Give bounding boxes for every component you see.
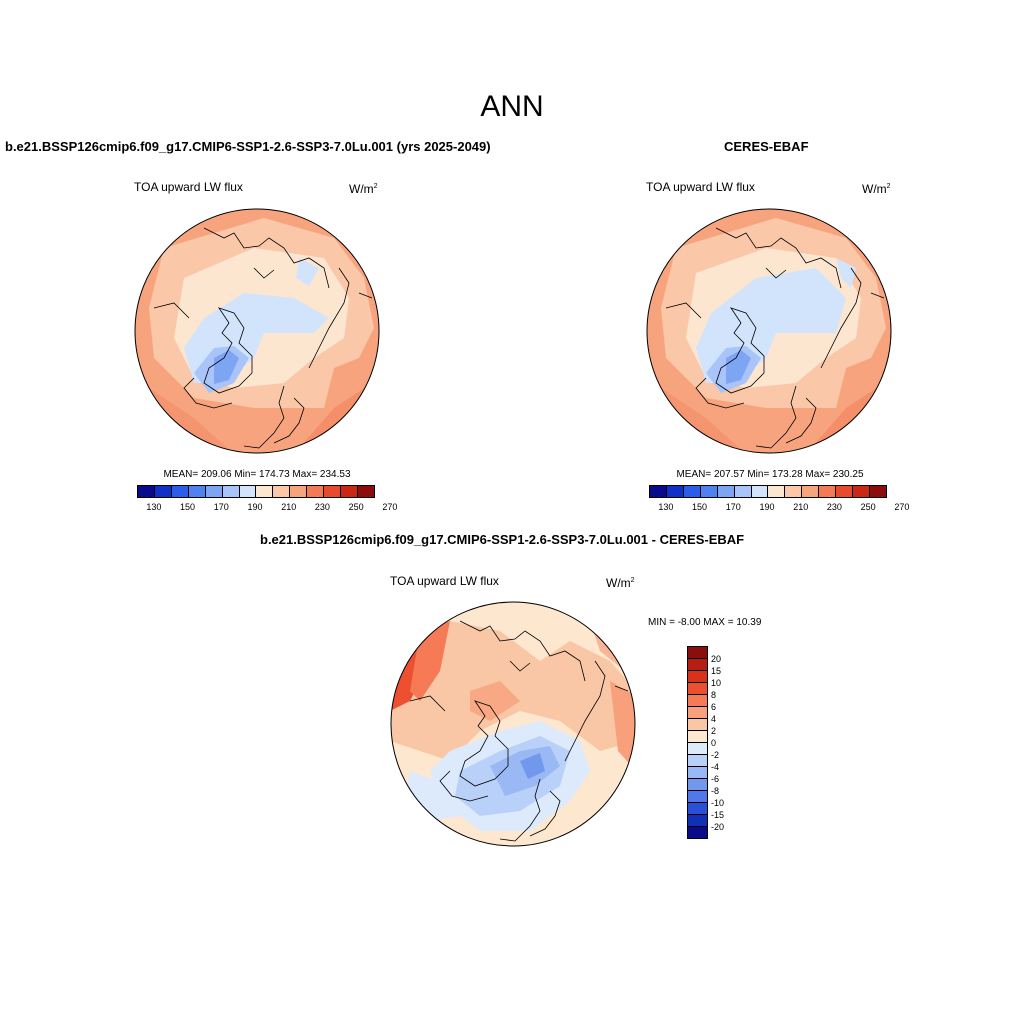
colorbar-tick-label: 170 <box>213 502 229 512</box>
colorbar-tick-label: 250 <box>860 502 876 512</box>
panel1-variable-label: TOA upward LW flux <box>134 180 243 194</box>
colorbar-tick-label: 130 <box>658 502 674 512</box>
colorbar-tick-label: -20 <box>711 822 725 832</box>
colorbar-tick-label: 250 <box>348 502 364 512</box>
colorbar-swatch <box>688 671 707 683</box>
panel3-colorbar <box>687 646 708 839</box>
colorbar-tick-label: -8 <box>711 786 720 796</box>
colorbar-tick-label: 130 <box>146 502 162 512</box>
colorbar-swatch <box>688 755 707 767</box>
panel1-polar-map <box>134 208 380 454</box>
colorbar-swatch <box>239 486 257 497</box>
panel3-stats: MIN = -8.00 MAX = 10.39 <box>648 617 762 628</box>
colorbar-swatch <box>688 803 707 815</box>
colorbar-swatch <box>273 486 291 497</box>
colorbar-swatch <box>324 486 342 497</box>
colorbar-swatch <box>853 486 870 497</box>
panel1-units: W/m2 <box>349 182 378 196</box>
panel2-units: W/m2 <box>862 182 891 196</box>
colorbar-swatch <box>688 779 707 791</box>
colorbar-swatch <box>688 719 707 731</box>
panel3-variable-label: TOA upward LW flux <box>390 574 499 588</box>
colorbar-tick-label: -4 <box>711 762 720 772</box>
colorbar-tick-label: 0 <box>711 738 717 748</box>
colorbar-swatch <box>785 486 803 497</box>
colorbar-tick-label: 150 <box>180 502 196 512</box>
panel2-stats: MEAN= 207.57 Min= 173.28 Max= 230.25 <box>676 469 864 480</box>
colorbar-tick-label: 4 <box>711 714 717 724</box>
colorbar-swatch <box>256 486 274 497</box>
colorbar-tick-label: 190 <box>759 502 775 512</box>
colorbar-swatch <box>688 767 707 779</box>
panel1-colorbar <box>137 485 375 498</box>
figure-title: ANN <box>480 90 544 123</box>
colorbar-tick-label: 210 <box>793 502 809 512</box>
colorbar-swatch <box>650 486 667 497</box>
colorbar-tick-label: 230 <box>314 502 330 512</box>
colorbar-swatch <box>717 486 735 497</box>
colorbar-swatch <box>688 695 707 707</box>
colorbar-swatch <box>341 486 358 497</box>
panel2-colorbar <box>649 485 887 498</box>
colorbar-swatch <box>171 486 189 497</box>
colorbar-swatch <box>688 743 707 755</box>
colorbar-swatch <box>205 486 223 497</box>
colorbar-tick-label: 210 <box>281 502 297 512</box>
colorbar-tick-label: 10 <box>711 678 722 688</box>
colorbar-swatch <box>138 486 155 497</box>
colorbar-swatch <box>751 486 769 497</box>
panel2-variable-label: TOA upward LW flux <box>646 180 755 194</box>
panel1-stats: MEAN= 209.06 Min= 174.73 Max= 234.53 <box>163 469 351 480</box>
colorbar-swatch <box>700 486 718 497</box>
colorbar-tick-label: 6 <box>711 702 717 712</box>
colorbar-tick-label: -2 <box>711 750 720 760</box>
colorbar-swatch <box>666 486 684 497</box>
colorbar-swatch <box>688 815 707 827</box>
panel3-units: W/m2 <box>606 576 635 590</box>
colorbar-tick-label: 170 <box>725 502 741 512</box>
colorbar-swatch <box>734 486 752 497</box>
colorbar-tick-label: 190 <box>247 502 263 512</box>
colorbar-tick-label: -6 <box>711 774 720 784</box>
colorbar-tick-label: -15 <box>711 810 725 820</box>
panel2-title: CERES-EBAF <box>724 139 809 154</box>
colorbar-tick-label: 150 <box>692 502 708 512</box>
colorbar-swatch <box>819 486 837 497</box>
colorbar-swatch <box>688 731 707 743</box>
colorbar-swatch <box>154 486 172 497</box>
panel2-polar-map <box>646 208 892 454</box>
colorbar-tick-label: 230 <box>826 502 842 512</box>
colorbar-swatch <box>688 659 707 671</box>
colorbar-tick-label: 2 <box>711 726 717 736</box>
colorbar-swatch <box>688 791 707 803</box>
colorbar-tick-label: 270 <box>382 502 398 512</box>
panel3-title: b.e21.BSSP126cmip6.f09_g17.CMIP6-SSP1-2.… <box>260 532 745 547</box>
colorbar-swatch <box>683 486 701 497</box>
colorbar-swatch <box>688 683 707 695</box>
colorbar-tick-label: 270 <box>894 502 910 512</box>
panel3-polar-map <box>390 601 636 847</box>
colorbar-swatch <box>836 486 854 497</box>
colorbar-swatch <box>688 647 707 659</box>
colorbar-swatch <box>357 486 374 497</box>
colorbar-swatch <box>688 707 707 719</box>
panel3-colorbar-ticks: 20 15 10 8 6 4 2 0 -2 -4 -6 -8 -10 -15 -20 <box>711 646 751 846</box>
colorbar-swatch <box>768 486 786 497</box>
colorbar-swatch <box>688 827 707 838</box>
colorbar-tick-label: 8 <box>711 690 717 700</box>
colorbar-tick-label: 15 <box>711 666 722 676</box>
colorbar-tick-label: -10 <box>711 798 725 808</box>
panel1-colorbar-ticks: 130 150 170 190 210 230 250 270 <box>137 502 397 514</box>
panel1-title: b.e21.BSSP126cmip6.f09_g17.CMIP6-SSP1-2.… <box>5 139 491 154</box>
colorbar-swatch <box>869 486 886 497</box>
colorbar-swatch <box>307 486 325 497</box>
colorbar-swatch <box>802 486 820 497</box>
colorbar-swatch <box>290 486 308 497</box>
colorbar-swatch <box>222 486 240 497</box>
colorbar-tick-label: 20 <box>711 654 722 664</box>
colorbar-swatch <box>188 486 206 497</box>
panel2-colorbar-ticks: 130 150 170 190 210 230 250 270 <box>649 502 909 514</box>
